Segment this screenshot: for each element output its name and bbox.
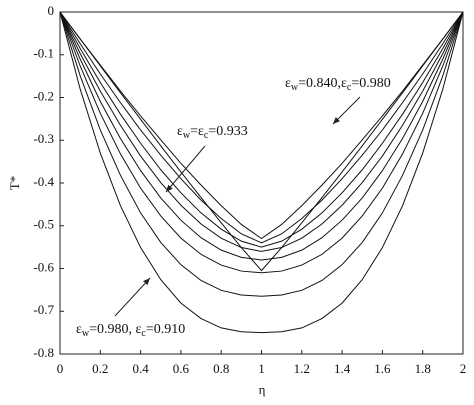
annotation-subscript: w: [183, 130, 191, 141]
curve: [59, 11, 464, 272]
annotation-text: =ε: [190, 124, 204, 139]
annotation-arrow: [332, 96, 361, 125]
y-tick-label: -0.4: [33, 174, 54, 189]
annotation-arrow: [165, 145, 206, 193]
y-tick-label: -0.2: [33, 88, 54, 103]
x-tick-label: 0.4: [132, 361, 149, 376]
y-tick-label: 0: [48, 3, 55, 18]
annotation-arrow: [114, 277, 151, 317]
x-tick-label: 0.2: [92, 361, 108, 376]
x-tick-label: 0.8: [213, 361, 229, 376]
annotation-subscript: c: [204, 130, 209, 141]
curve: [59, 11, 464, 252]
annotation-text: =0.980: [351, 76, 390, 91]
annotation-text: ε: [177, 124, 183, 139]
y-tick-label: -0.5: [33, 217, 54, 232]
x-tick-label: 2: [460, 361, 467, 376]
x-tick-label: 1.2: [294, 361, 310, 376]
curve: [59, 11, 464, 248]
y-tick-label: -0.3: [33, 131, 54, 146]
curve: [59, 11, 464, 274]
y-tick-label: -0.1: [33, 46, 54, 61]
annotation-text: ε: [76, 322, 82, 337]
curve: [59, 11, 464, 244]
annotation: εw=0.840,εc=0.980: [285, 76, 391, 93]
curve: [59, 11, 464, 297]
annotation: εw=εc=0.933: [177, 124, 248, 141]
annotation-text: =0.933: [208, 124, 247, 139]
curve: [59, 11, 464, 261]
annotation-subscript: c: [347, 82, 352, 93]
x-tick-label: 1.4: [334, 361, 351, 376]
annotation-text: =0.840,ε: [298, 76, 347, 91]
annotation-text: ε: [285, 76, 291, 91]
y-tick-label: -0.6: [33, 259, 54, 274]
x-tick-label: 0: [57, 361, 64, 376]
y-tick-label: -0.7: [33, 302, 54, 317]
annotation: εw=0.980, εc=0.910: [76, 322, 185, 339]
x-axis-label: η: [259, 382, 266, 397]
curve: [59, 11, 464, 240]
y-axis-label: T*: [7, 176, 22, 190]
x-tick-label: 1.8: [415, 361, 431, 376]
x-tick-label: 1: [258, 361, 265, 376]
annotation-subscript: w: [82, 328, 90, 339]
x-tick-label: 1.6: [374, 361, 391, 376]
x-tick-label: 0.6: [173, 361, 190, 376]
annotation-subscript: c: [141, 328, 146, 339]
annotation-text: =0.980, ε: [89, 322, 141, 337]
curve: [59, 11, 464, 334]
annotation-text: =0.910: [146, 322, 185, 337]
plot-frame: [59, 11, 464, 355]
annotation-subscript: w: [291, 82, 299, 93]
y-tick-label: -0.8: [33, 345, 54, 360]
